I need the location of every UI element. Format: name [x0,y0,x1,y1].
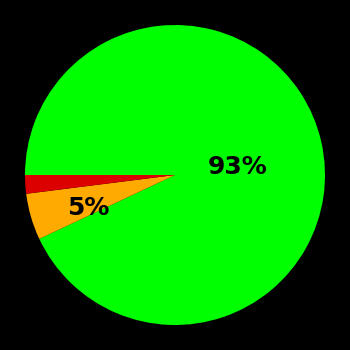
Wedge shape [25,175,175,194]
Wedge shape [26,175,175,239]
Text: 93%: 93% [208,155,268,180]
Wedge shape [25,25,325,325]
Text: 5%: 5% [67,196,109,220]
